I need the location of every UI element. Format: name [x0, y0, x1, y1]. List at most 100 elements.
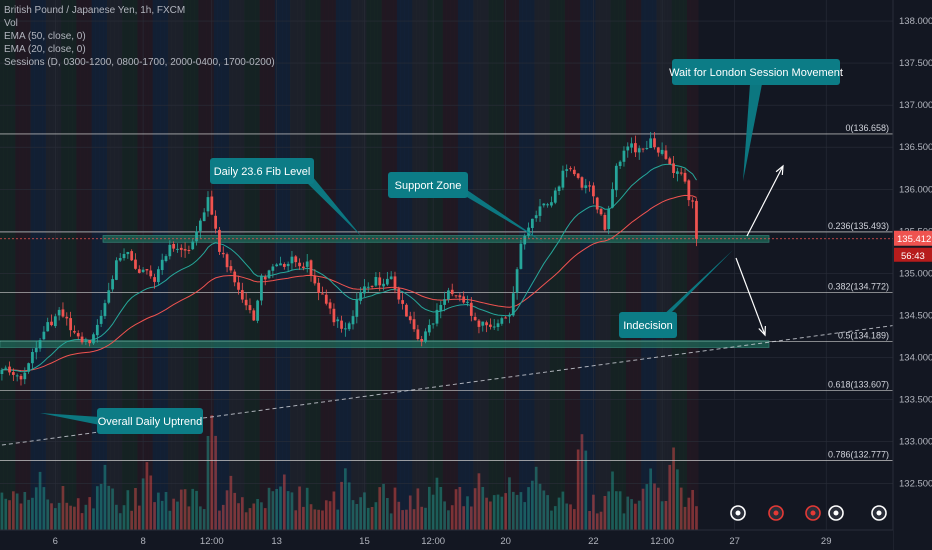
legend-symbol[interactable]: British Pound / Japanese Yen, 1h, FXCM — [4, 5, 186, 16]
candle — [401, 292, 404, 310]
volume-bar — [80, 513, 84, 530]
candle — [328, 298, 332, 315]
volume-bar — [302, 506, 305, 530]
session-band — [221, 0, 226, 530]
session-band — [263, 0, 268, 530]
down-arrow[interactable] — [735, 257, 766, 336]
candle — [263, 274, 267, 286]
indecision-callout[interactable]: Indecision — [619, 250, 733, 338]
price-tick-label: 138.000 — [899, 16, 932, 27]
legend-volume[interactable]: Vol — [4, 18, 18, 29]
volume-bar — [538, 483, 542, 530]
volume-bar — [42, 487, 46, 530]
candle-body — [530, 218, 534, 228]
candle — [576, 173, 580, 180]
candle-body — [676, 171, 679, 174]
candle-body — [145, 269, 149, 271]
price-tick-label: 136.500 — [899, 142, 932, 153]
fib-label: 0.618(133.607) — [828, 380, 889, 390]
candle — [313, 269, 317, 286]
candle-body — [416, 329, 420, 339]
daily-fib-callout-pointer — [300, 176, 362, 237]
candle — [572, 166, 576, 177]
volume-bar — [565, 503, 569, 530]
candle — [141, 267, 145, 273]
legend-sessions[interactable]: Sessions (D, 0300-1200, 0800-1700, 2000-… — [4, 57, 275, 68]
volume-bar — [111, 488, 114, 530]
session-band — [358, 0, 363, 530]
session-band — [389, 0, 394, 530]
candle-body — [313, 275, 317, 284]
volume-bar — [244, 512, 248, 530]
candle-body — [660, 149, 664, 154]
legend-ema50[interactable]: EMA (50, close, 0) — [4, 31, 86, 42]
daily-uptrend-callout[interactable]: Overall Daily Uptrend — [40, 408, 203, 434]
volume-bar — [676, 469, 679, 530]
volume-bar — [271, 491, 275, 530]
session-band — [492, 0, 497, 530]
volume-bar — [504, 493, 507, 530]
candle — [542, 203, 546, 208]
candle — [523, 233, 527, 250]
session-band — [450, 0, 455, 530]
candle-body — [595, 197, 599, 210]
current-price-tag[interactable] — [894, 230, 932, 246]
event-icon-dot — [810, 510, 816, 516]
candle — [176, 243, 179, 253]
candle — [298, 258, 301, 270]
candle — [183, 242, 187, 258]
candle-body — [389, 276, 393, 280]
candle-body — [378, 277, 382, 286]
candle — [382, 278, 385, 291]
legend-ema20[interactable]: EMA (20, close, 0) — [4, 44, 86, 55]
daily-fib-callout-box — [210, 158, 314, 184]
candle-body — [370, 285, 374, 287]
candle-body — [492, 326, 496, 328]
session-band — [42, 0, 46, 530]
candle — [557, 185, 561, 195]
time-tick-label: 15 — [359, 536, 370, 547]
candle-body — [309, 260, 313, 276]
london-callout[interactable]: Wait for London Session Movement — [669, 59, 843, 181]
up-arrow-head — [775, 164, 784, 176]
candle-body — [164, 256, 168, 261]
candle-body — [450, 289, 454, 295]
volume-bar — [99, 483, 103, 530]
session-band — [236, 0, 241, 530]
candle — [530, 218, 534, 236]
candle-body — [111, 279, 114, 290]
volume-bar — [252, 503, 256, 530]
lower-zone[interactable] — [0, 340, 770, 348]
session-band — [690, 0, 695, 530]
candle — [466, 295, 469, 307]
candle — [592, 182, 595, 204]
session-band — [538, 0, 543, 530]
time-axis: 6 8 12:00 13 15 12:00 20 22 12:00 27 29 — [0, 529, 893, 550]
volume-bar — [634, 503, 637, 530]
up-arrow[interactable] — [746, 165, 784, 237]
session-band — [194, 0, 199, 530]
volume-bar — [347, 482, 351, 530]
session-band — [347, 0, 352, 530]
candle — [164, 254, 168, 263]
daily-fib-callout[interactable]: Daily 23.6 Fib Level — [210, 158, 362, 237]
volume-bar — [233, 492, 237, 530]
candle-body — [687, 180, 691, 201]
candle-body — [592, 185, 595, 197]
volume-bar — [519, 492, 523, 530]
support-zone-callout[interactable]: Support Zone — [388, 172, 545, 243]
candle — [302, 262, 305, 271]
fib-label: 0.382(134.772) — [828, 282, 889, 292]
volume-bar — [679, 487, 683, 530]
volume-bar — [485, 497, 488, 530]
candle — [691, 197, 695, 209]
candle-body — [515, 269, 519, 293]
candle-body — [244, 299, 248, 306]
candle — [23, 367, 27, 385]
volume-bar — [614, 491, 618, 530]
session-band — [568, 0, 573, 530]
candle-body — [252, 310, 256, 321]
fib-levels: 0(136.658) 0.236(135.493) 0.382(134.772) 0.… — [0, 123, 893, 461]
